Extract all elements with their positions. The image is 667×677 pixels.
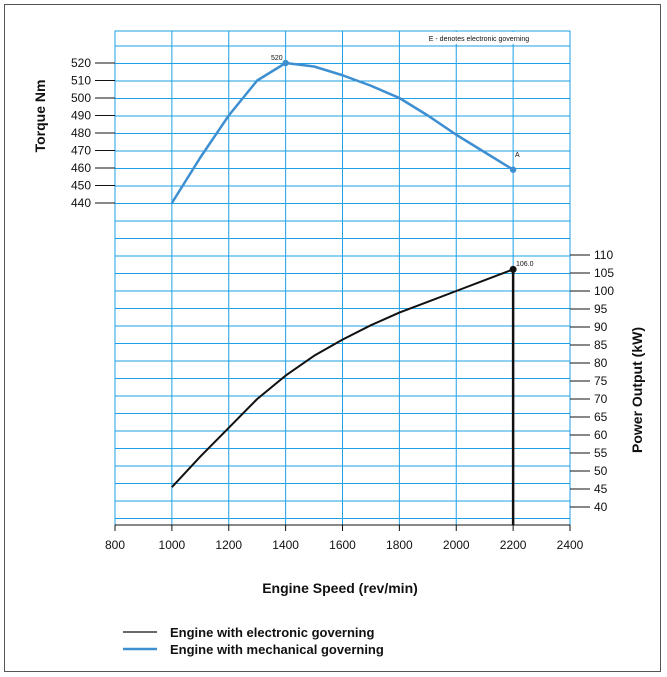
peak-torque-label: 520: [271, 55, 283, 62]
power-tick-label: 55: [594, 446, 608, 460]
mechanical-governing-torque-line: [170, 61, 514, 204]
point-a-label: A: [515, 152, 520, 159]
power-tick-label: 95: [594, 302, 608, 316]
power-tick-label: 110: [594, 248, 613, 262]
electronic-governing-note: E - denotes electronic governing: [429, 36, 529, 43]
legend-mechanical-label: Engine with mechanical governing: [170, 642, 384, 657]
x-tick-label: 2400: [557, 538, 584, 552]
power-tick-label: 90: [594, 320, 608, 334]
point-a-marker: [509, 166, 517, 173]
engine-performance-chart: 440 450 460 470 480 490 500 510 520 40 45 50 55 60 65…: [32, 30, 645, 657]
torque-tick-label: 440: [71, 196, 91, 210]
power-tick-label: 100: [594, 284, 614, 298]
power-tick-label: 45: [594, 482, 608, 496]
x-tick-label: 800: [105, 538, 125, 552]
torque-tick-label: 520: [71, 56, 91, 70]
torque-tick-label: 480: [71, 126, 91, 140]
chart-frame: 440 450 460 470 480 490 500 510 520 40 45 50 55 60 65…: [4, 4, 661, 672]
power-axis-ticks: 40 45 50 55 60 65 70 75 80 85 90 95 100 105 110: [570, 248, 614, 514]
power-tick-label: 50: [594, 464, 608, 478]
x-tick-label: 1200: [215, 538, 242, 552]
grid: [114, 30, 571, 526]
x-tick-label: 2200: [500, 538, 527, 552]
peak-torque-point: [282, 59, 289, 67]
x-axis-title: Engine Speed (rev/min): [262, 580, 418, 596]
note-box: [412, 32, 547, 44]
power-tick-label: 70: [594, 392, 608, 406]
x-tick-label: 1800: [386, 538, 413, 552]
power-tick-label: 85: [594, 338, 608, 352]
torque-tick-label: 500: [71, 91, 91, 105]
legend-electronic-label: Engine with electronic governing: [170, 625, 374, 640]
torque-axis-title: Torque Nm: [32, 80, 48, 153]
x-tick-label: 2000: [443, 538, 470, 552]
power-tick-label: 60: [594, 428, 608, 442]
power-tick-label: 75: [594, 374, 608, 388]
torque-tick-label: 460: [71, 161, 91, 175]
x-tick-label: 1600: [329, 538, 356, 552]
series: [170, 59, 517, 525]
power-tick-label: 65: [594, 410, 608, 424]
x-tick-label: 1400: [272, 538, 299, 552]
x-tick-label: 1000: [159, 538, 186, 552]
torque-tick-label: 450: [71, 179, 91, 193]
power-tick-label: 105: [594, 266, 614, 280]
power-tick-label: 40: [594, 500, 608, 514]
torque-tick-label: 470: [71, 144, 91, 158]
electronic-governing-power-line: [171, 268, 514, 488]
peak-power-label: 106.0: [516, 261, 534, 268]
torque-tick-label: 490: [71, 109, 91, 123]
torque-tick-label: 510: [71, 74, 91, 88]
peak-power-point: [509, 265, 517, 273]
torque-axis-ticks: 440 450 460 470 480 490 500 510 520: [71, 56, 115, 210]
x-axis-ticks: 800 1000 1200 1400 1600 1800 2000 2200 2400: [105, 525, 584, 552]
power-tick-label: 80: [594, 356, 608, 370]
power-axis-title: Power Output (kW): [629, 327, 645, 453]
